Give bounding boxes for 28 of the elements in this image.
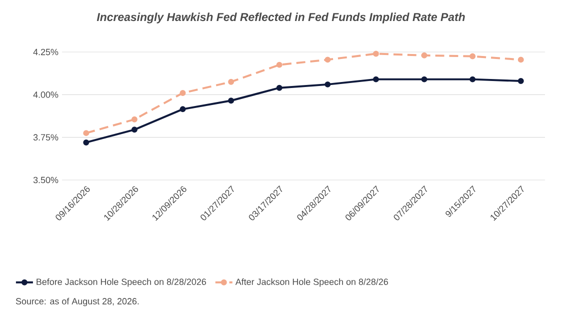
y-tick-label: 3.75% [33, 134, 58, 141]
point [180, 106, 186, 112]
y-tick-label: 3.50% [33, 176, 58, 184]
y-tick-label: 4.00% [33, 91, 58, 98]
point [83, 130, 90, 136]
point [180, 90, 186, 96]
point [228, 98, 234, 104]
point [518, 78, 524, 84]
point [421, 52, 428, 58]
point [372, 50, 379, 57]
point [83, 139, 90, 146]
point [276, 84, 282, 91]
source-note: Source: as of August 28, 2026. [16, 298, 139, 306]
point [324, 81, 331, 88]
point [470, 53, 476, 60]
point [421, 76, 428, 82]
point [518, 56, 524, 63]
legend-label: After Jackson Hole Speech on 8/28/26 [235, 278, 388, 287]
point [228, 78, 234, 85]
point [276, 62, 282, 68]
point [470, 76, 476, 82]
point [324, 56, 331, 63]
chart-title: Increasingly Hawkish Fed Reflected in Fed Funds Implied Rate Path [96, 12, 465, 24]
y-tick-label: 4.25% [33, 48, 58, 56]
legend-label: Before Jackson Hole Speech on 8/28/2026 [36, 278, 206, 287]
point [131, 116, 138, 122]
point [372, 76, 379, 82]
point [131, 126, 138, 133]
